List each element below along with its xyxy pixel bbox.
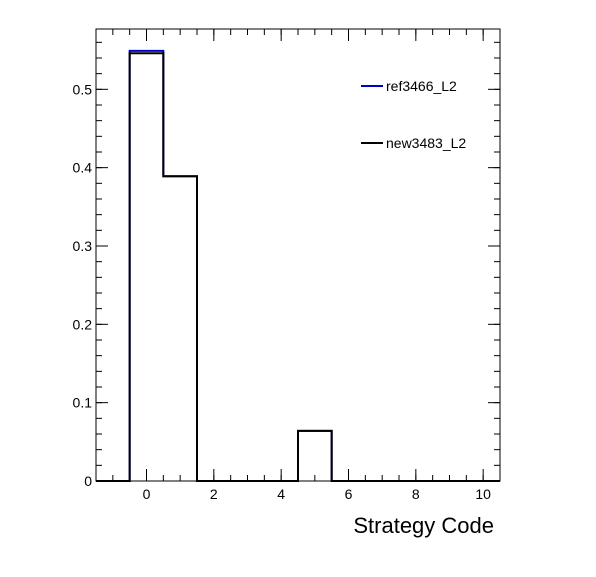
y-tick-label: 0.2	[73, 316, 93, 332]
legend-label-ref: ref3466_L2	[386, 78, 457, 94]
legend: ref3466_L2 new3483_L2	[361, 78, 466, 151]
major-ticks	[96, 29, 500, 482]
y-tick-label: 0.1	[73, 395, 93, 411]
x-axis-title: Strategy Code	[353, 513, 494, 538]
x-tick-label: 10	[475, 486, 491, 502]
x-tick-label: 8	[412, 486, 420, 502]
x-tick-label: 2	[210, 486, 218, 502]
x-tick-label: 4	[277, 486, 285, 502]
histogram-series-new	[96, 52, 500, 482]
x-tick-labels: 0 2 4 6 8 10	[143, 486, 492, 502]
x-tick-label: 6	[345, 486, 353, 502]
y-tick-label: 0.5	[73, 81, 93, 97]
y-tick-label: 0.4	[73, 160, 93, 176]
y-tick-labels: 0 0.1 0.2 0.3 0.4 0.5	[73, 81, 93, 489]
series-layer	[96, 49, 500, 482]
x-tick-label: 0	[143, 486, 151, 502]
y-tick-label: 0	[84, 473, 92, 489]
y-tick-label: 0.3	[73, 238, 93, 254]
legend-label-new: new3483_L2	[386, 135, 466, 151]
